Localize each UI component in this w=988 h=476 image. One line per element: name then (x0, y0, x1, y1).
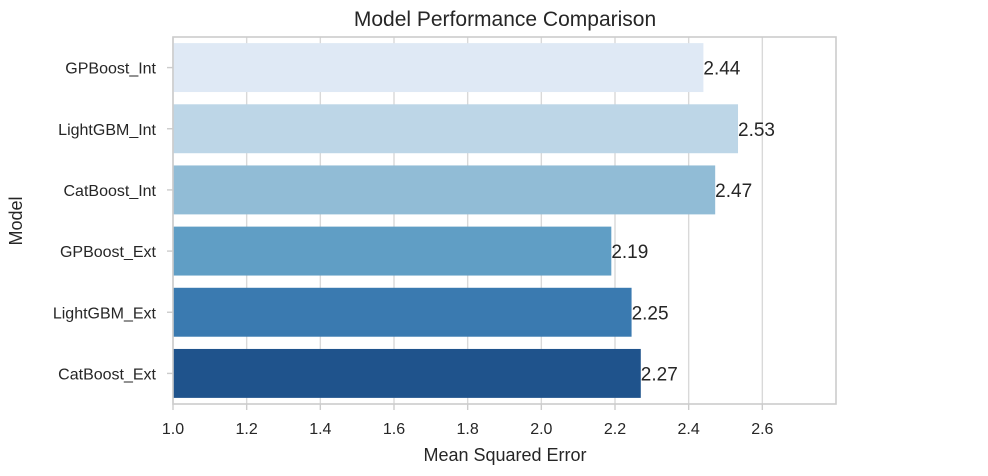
data-label: 2.44 (703, 59, 740, 80)
bars: 2.44 2.53 2.47 2.19 2.25 2.27 (173, 43, 775, 398)
y-axis-label: Model (6, 196, 26, 245)
chart-title: Model Performance Comparison (354, 8, 656, 31)
y-tick-label: GPBoost_Ext (60, 244, 157, 261)
data-label: 2.47 (715, 181, 752, 202)
x-tick-label: 2.2 (604, 421, 626, 438)
data-label: 2.27 (641, 364, 678, 385)
grid (172, 37, 764, 404)
x-tick-label: 1.2 (236, 421, 258, 438)
x-tick-label: 1.8 (457, 421, 479, 438)
y-tick-label: CatBoost_Ext (58, 366, 156, 383)
x-tick-label: 2.6 (751, 421, 773, 438)
bar (173, 43, 704, 93)
bar (173, 226, 612, 276)
y-tick-label: CatBoost_Int (64, 183, 157, 200)
bar (173, 348, 641, 398)
x-tick-label: 1.0 (162, 421, 184, 438)
data-label: 2.25 (632, 303, 669, 324)
x-axis-label: Mean Squared Error (423, 445, 586, 465)
bar (173, 165, 716, 215)
ticks: 1.0 1.2 1.4 1.6 1.8 2.0 2.2 2.4 2.6 GPBoost_Int Li… (53, 61, 774, 438)
bar (173, 287, 632, 337)
y-tick-label: LightGBM_Ext (53, 305, 157, 322)
y-tick-label: LightGBM_Int (58, 122, 156, 139)
x-tick-label: 2.0 (530, 421, 552, 438)
bar (173, 104, 739, 154)
x-tick-label: 2.4 (678, 421, 700, 438)
plot-frame (172, 36, 837, 405)
data-label: 2.19 (611, 242, 648, 263)
x-tick-label: 1.6 (383, 421, 405, 438)
y-tick-label: GPBoost_Int (65, 61, 156, 78)
x-tick-label: 1.4 (309, 421, 331, 438)
data-label: 2.53 (738, 120, 775, 141)
